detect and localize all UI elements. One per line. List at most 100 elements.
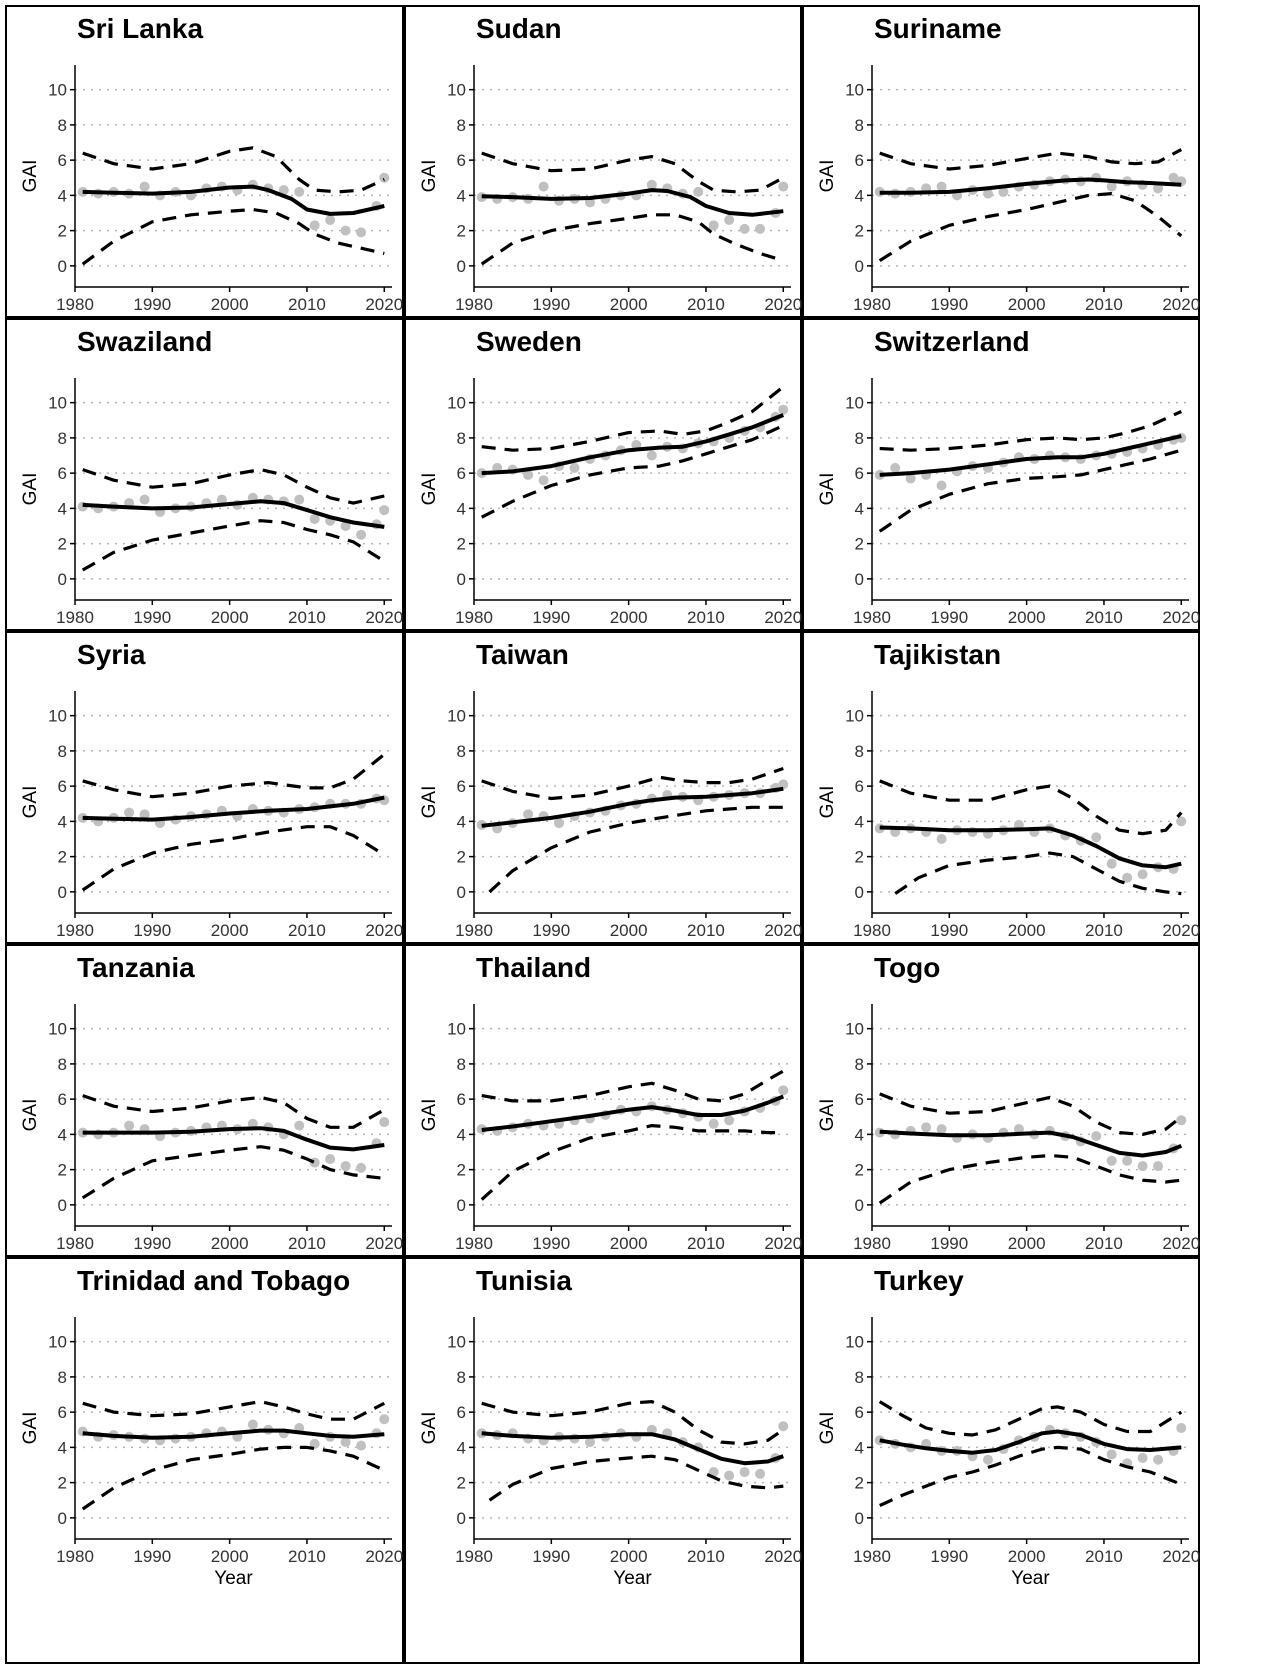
y-tick-label: 4 [855,186,864,205]
upper-bound-line [82,1400,386,1421]
upper-bound-line [481,766,784,801]
data-point [905,473,916,484]
upper-bound-line [82,753,386,799]
panel-tajikistan: Tajikistan 0 2 4 6 8 10 1980 1990 2000 2010 2020 Yea… [802,631,1200,944]
y-tick-label: 2 [58,848,67,867]
data-point [139,181,150,192]
lower-bound-line [480,1124,784,1201]
y-tick-label: 2 [58,222,67,241]
y-tick-label: 8 [58,116,67,135]
x-tick-label: 2020 [764,295,802,314]
y-tick-label: 10 [845,707,864,726]
upper-bound-line [879,1092,1183,1136]
x-tick-label: 2020 [764,608,802,627]
x-tick-label: 2010 [687,1547,725,1566]
trend-line [879,825,1182,870]
y-tick-label: 2 [457,222,466,241]
data-point [778,181,789,192]
chart-title: Taiwan [476,639,569,670]
upper-bound-line [481,1069,785,1103]
x-axis-label: Year [613,1255,652,1257]
y-tick-label: 0 [457,883,466,902]
panel-turkey: Turkey 0 2 4 6 8 10 1980 1990 2000 2010 2020 Year GAI [802,1257,1200,1664]
x-tick-label: 1990 [930,921,968,940]
data-point [646,179,657,190]
data-point [247,1118,258,1129]
y-tick-label: 6 [855,1403,864,1422]
panel-border [5,1257,404,1664]
x-axis-label: Year [1011,1255,1050,1257]
x-tick-label: 2010 [687,1234,725,1253]
y-tick-label: 6 [855,777,864,796]
y-tick-label: 10 [48,394,67,413]
x-tick-label: 1990 [133,295,171,314]
y-tick-label: 6 [855,464,864,483]
data-point [139,494,150,505]
trend-line [82,795,385,822]
x-tick-label: 2020 [1162,921,1200,940]
y-tick-label: 4 [855,1438,864,1457]
y-tick-label: 8 [457,429,466,448]
data-point [778,1085,789,1096]
trend-line [481,786,784,828]
data-point [1013,1124,1024,1135]
data-point [309,220,320,231]
y-tick-label: 8 [58,429,67,448]
data-point [309,513,320,524]
chart-sri-lanka: Sri Lanka 0 2 4 6 8 10 1980 1990 2000 2010 2020 Year… [5,5,404,318]
data-point [247,1419,258,1430]
y-tick-label: 10 [845,394,864,413]
data-point [936,181,947,192]
data-point [1106,858,1117,869]
x-tick-label: 2000 [1008,921,1046,940]
data-point [538,475,549,486]
x-tick-label: 2010 [1085,295,1123,314]
x-axis-label: Year [613,1568,652,1589]
data-point [890,462,901,473]
chart-title: Suriname [874,13,1002,44]
panel-swaziland: Swaziland 0 2 4 6 8 10 1980 1990 2000 2010 2020 Year… [5,318,404,631]
x-tick-label: 1980 [455,1234,493,1253]
x-tick-label: 1990 [532,608,570,627]
data-point [340,1161,351,1172]
y-tick-label: 6 [58,1403,67,1422]
data-point [778,404,789,415]
chart-title: Thailand [476,952,591,983]
y-tick-label: 10 [447,1333,466,1352]
x-axis-label: Year [214,1568,253,1589]
y-tick-label: 6 [58,1090,67,1109]
y-tick-label: 4 [457,1438,466,1457]
y-tick-label: 2 [855,1474,864,1493]
panel-tunisia: Tunisia 0 2 4 6 8 10 1980 1990 2000 2010 2020 Year GA… [404,1257,802,1664]
x-tick-label: 1980 [455,608,493,627]
x-axis-label: Year [214,316,253,318]
upper-bound-line [82,146,385,194]
y-tick-label: 0 [855,570,864,589]
y-tick-label: 4 [58,499,67,518]
x-axis-label: Year [1011,316,1050,318]
x-tick-label: 2020 [365,1547,403,1566]
y-tick-label: 2 [58,1474,67,1493]
chart-sweden: Sweden 0 2 4 6 8 10 1980 1990 2000 2010 2020 Year GAI [404,318,802,631]
x-tick-label: 2010 [1085,608,1123,627]
y-tick-label: 0 [855,883,864,902]
upper-bound-line [481,1400,785,1446]
x-tick-label: 1980 [56,608,94,627]
x-tick-label: 2000 [610,608,648,627]
chart-taiwan: Taiwan 0 2 4 6 8 10 1980 1990 2000 2010 2020 Year GAI [404,631,802,944]
x-tick-label: 2020 [1162,608,1200,627]
trend-line [481,413,785,476]
chart-title: Sudan [476,13,562,44]
data-point [309,1438,320,1449]
lower-bound-line [81,1445,385,1511]
x-tick-label: 2000 [1008,1234,1046,1253]
data-point [724,1115,735,1126]
y-tick-label: 0 [855,1509,864,1528]
panel-togo: Togo 0 2 4 6 8 10 1980 1990 2000 2010 2020 Year GAI [802,944,1200,1257]
y-tick-label: 0 [58,257,67,276]
upper-bound-line [879,148,1183,171]
data-point [1091,1131,1102,1142]
x-axis-label: Year [1011,629,1050,631]
data-point [1176,816,1187,827]
y-tick-label: 2 [855,1161,864,1180]
